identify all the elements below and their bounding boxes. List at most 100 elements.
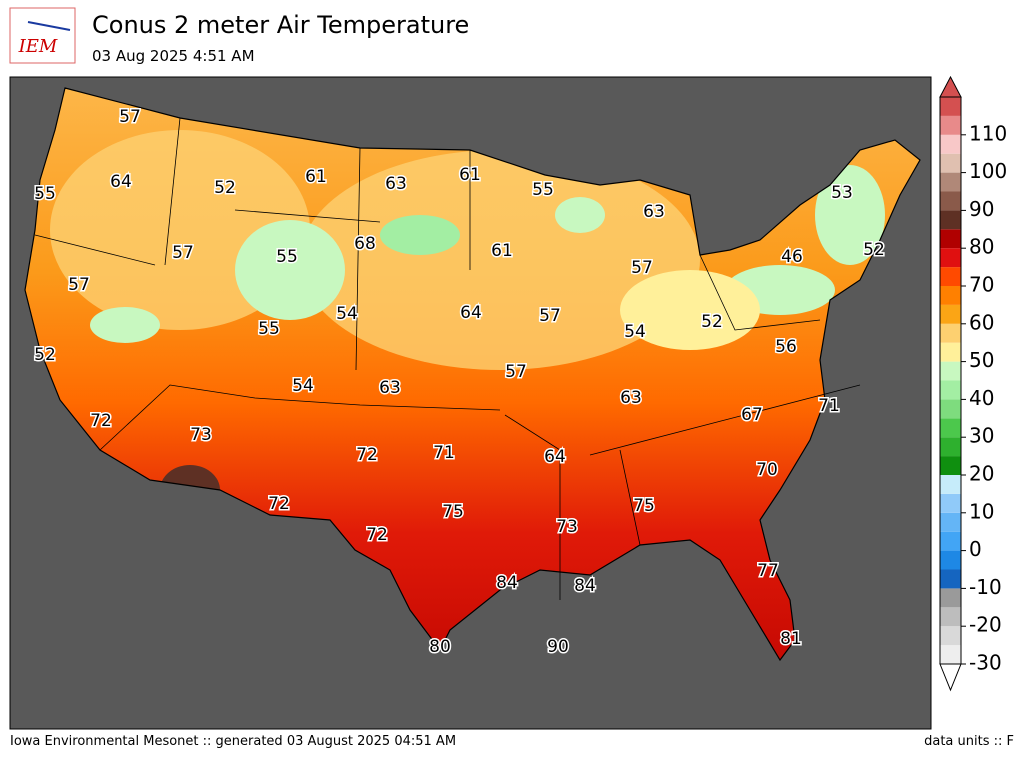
map-label: 61 (305, 167, 327, 187)
colorbar-band (940, 626, 961, 646)
map-label: 52 (863, 240, 885, 260)
map-label: 73 (190, 425, 212, 445)
map-label: 73 (556, 517, 578, 537)
colorbar-band (940, 531, 961, 551)
colorbar-tick-label: 90 (969, 197, 994, 221)
colorbar-band (940, 286, 961, 305)
colorbar-band (940, 248, 961, 268)
map-label: 57 (539, 306, 561, 326)
map-label: 52 (34, 345, 56, 365)
colorbar-band (940, 418, 961, 438)
map-label: 57 (119, 107, 141, 127)
colorbar-tick-label: -30 (969, 651, 1002, 675)
map-label: 53 (831, 183, 853, 203)
colorbar-band (940, 97, 961, 116)
map-label: 63 (643, 202, 665, 222)
colorbar-tick-label: -20 (969, 613, 1002, 637)
colorbar-band (940, 569, 961, 589)
map-label: 61 (459, 165, 481, 185)
colorbar-band (940, 267, 961, 286)
colorbar-tick-label: 20 (969, 462, 994, 486)
colorbar-band (940, 191, 961, 211)
map-label: 80 (429, 637, 451, 657)
map-label: 72 (366, 525, 388, 545)
colorbar-arrow-bottom (939, 663, 962, 692)
state-lines (34, 117, 861, 600)
map-label: 52 (701, 312, 723, 332)
colorbar-band (940, 493, 961, 513)
colorbar-tick-label: -10 (969, 575, 1002, 599)
map-label: 64 (110, 172, 132, 192)
map-label: 72 (268, 494, 290, 514)
colorbar-band (940, 210, 961, 230)
map-label: 63 (385, 174, 407, 194)
map-label: 84 (574, 576, 596, 596)
colorbar-band (940, 475, 961, 494)
colorbar-arrow-top (939, 75, 962, 98)
map-label: 55 (532, 180, 554, 200)
colorbar-band (940, 607, 961, 627)
map-label: 63 (379, 378, 401, 398)
colorbar-band (940, 172, 961, 192)
map-label: 70 (756, 460, 778, 480)
logo-text: IEM (18, 36, 58, 57)
colorbar-band (940, 304, 961, 324)
title: Conus 2 meter Air Temperature (92, 11, 469, 39)
colorbar-band (940, 229, 961, 249)
map-label: 52 (214, 178, 236, 198)
map-label: 46 (781, 247, 803, 267)
colorbar-tick-label: 80 (969, 235, 994, 259)
colorbar-tick-label: 0 (969, 537, 982, 561)
colorbar-tick-label: 50 (969, 348, 994, 372)
colorbar-tick-label: 70 (969, 273, 994, 297)
map-label: 55 (34, 184, 56, 204)
colorbar-band (940, 323, 961, 343)
colorbar-tick-label: 110 (969, 121, 1007, 145)
map-label: 61 (491, 241, 513, 261)
footer-left: Iowa Environmental Mesonet :: generated … (10, 734, 456, 749)
colorbar-band (940, 437, 961, 457)
colorbar-band (940, 361, 961, 381)
map-label: 71 (818, 396, 840, 416)
map-label: 75 (442, 502, 464, 522)
colorbar-band (940, 380, 961, 400)
map-label: 54 (624, 322, 646, 342)
map-label: 72 (356, 445, 378, 465)
map-label: 72 (90, 411, 112, 431)
colorbar-band (940, 550, 961, 570)
logo: IEM (9, 7, 76, 64)
map-label: 56 (775, 337, 797, 357)
map-label: 64 (544, 447, 566, 467)
map-label: 57 (68, 275, 90, 295)
colorbar-band (940, 399, 961, 419)
map-label: 64 (460, 303, 482, 323)
map-label: 68 (354, 234, 376, 254)
map-label: 55 (276, 247, 298, 267)
map-label: 57 (505, 362, 527, 382)
colorbar-frame (939, 96, 962, 665)
map-label: 77 (757, 561, 779, 581)
colorbar-band (940, 645, 961, 664)
map-label: 54 (336, 304, 358, 324)
map-label: 84 (496, 573, 518, 593)
colorbar-tick-label: 40 (969, 386, 994, 410)
colorbar-band (940, 153, 961, 173)
map-label: 71 (433, 443, 455, 463)
colorbar-band (940, 456, 961, 475)
subtitle: 03 Aug 2025 4:51 AM (92, 47, 255, 65)
colorbar-band (940, 115, 961, 135)
colorbar-tick-label: 100 (969, 159, 1007, 183)
map-label: 57 (172, 243, 194, 263)
colorbar-tick-label: 60 (969, 310, 994, 334)
colorbar-band (940, 342, 961, 362)
map-label: 55 (258, 319, 280, 339)
colorbar-tick-label: 10 (969, 499, 994, 523)
map-label: 75 (633, 496, 655, 516)
footer-right: data units :: F (924, 734, 1014, 749)
colorbar-band (940, 512, 961, 532)
colorbar-band (940, 588, 961, 608)
map-label: 54 (292, 376, 314, 396)
map-label: 63 (620, 388, 642, 408)
